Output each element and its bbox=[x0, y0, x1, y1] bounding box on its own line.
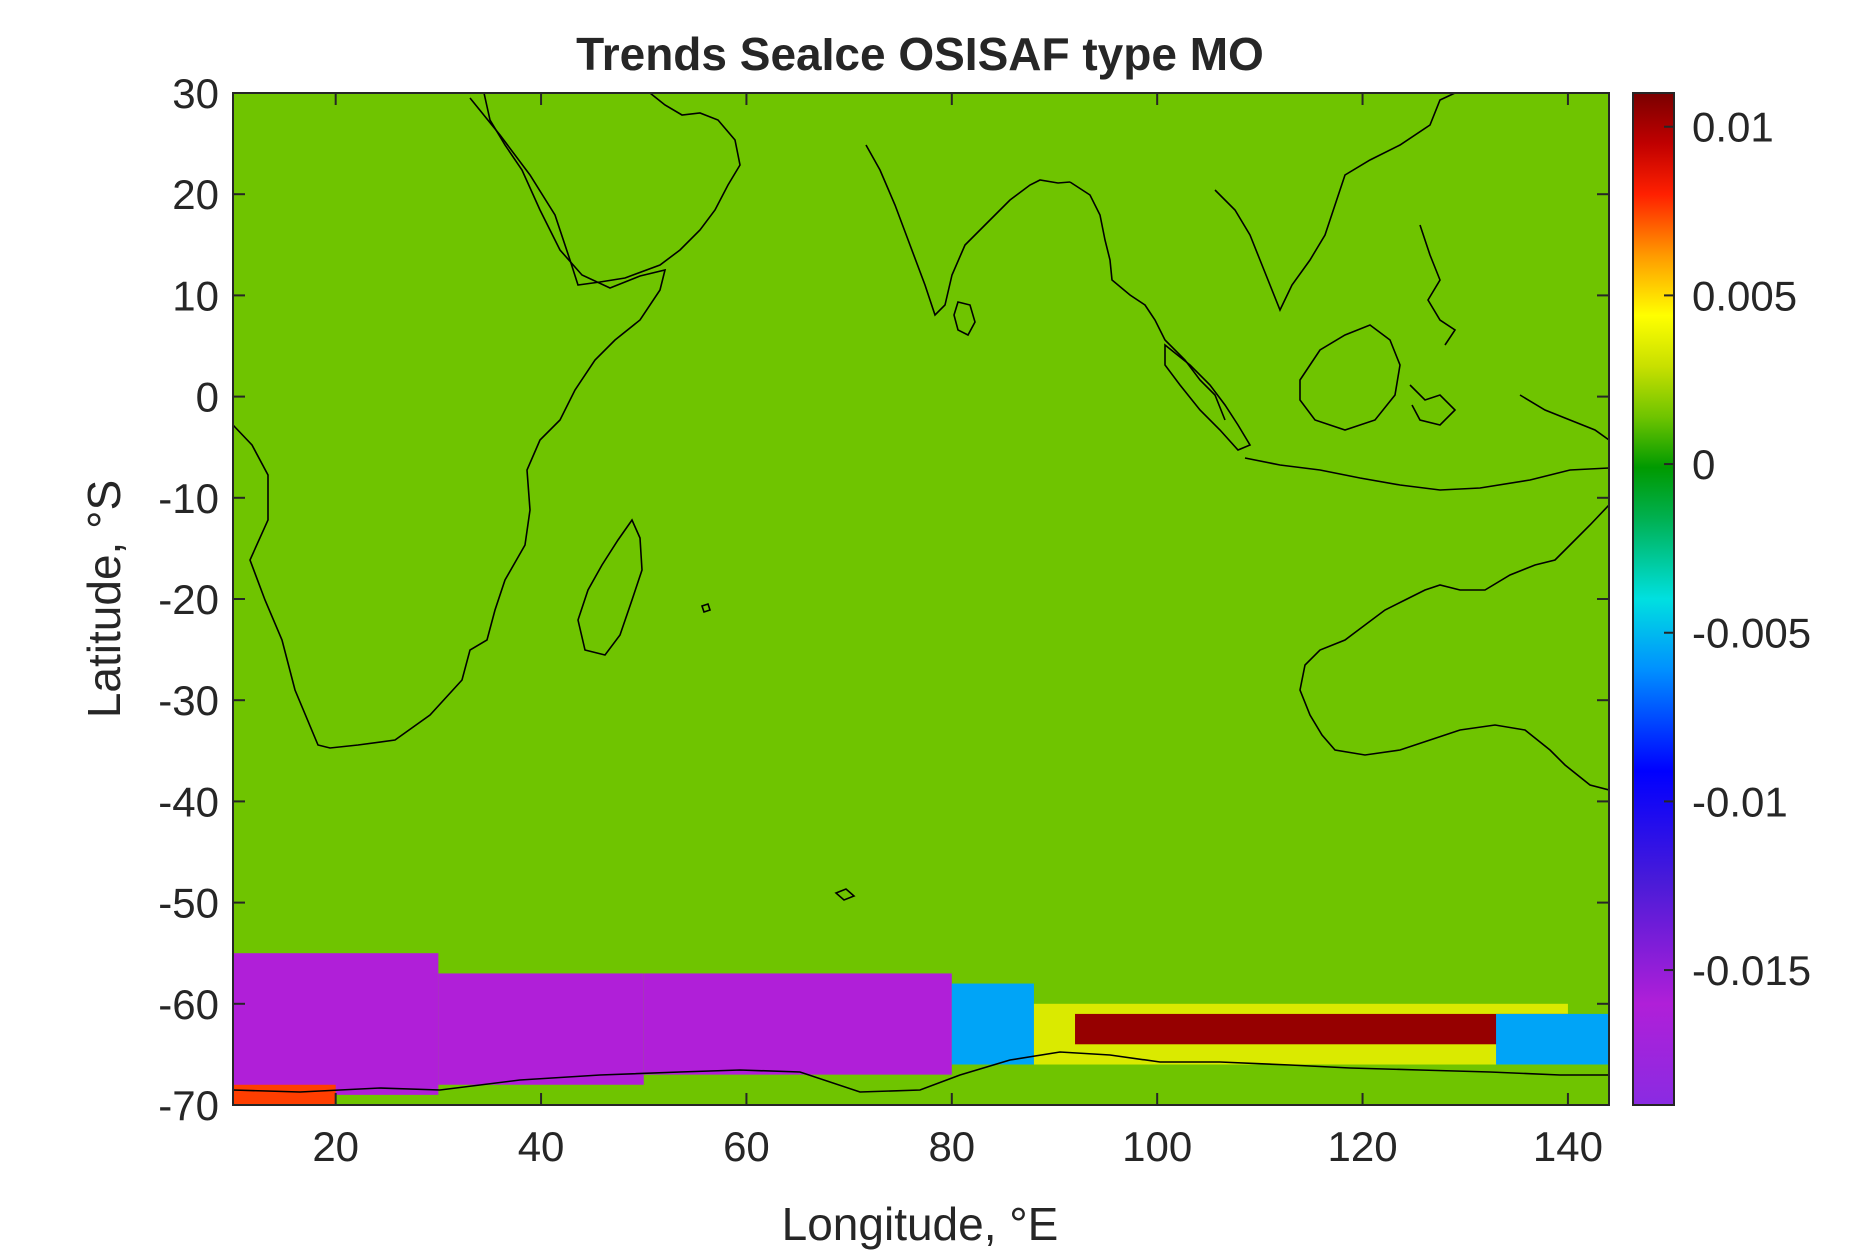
coastline-sulawesi bbox=[1409, 384, 1457, 426]
coastline-madagascar bbox=[577, 518, 643, 656]
y-tick-label: 20 bbox=[172, 171, 219, 218]
coastline-mascarene bbox=[700, 602, 712, 614]
coastline-sri-lanka bbox=[953, 301, 976, 337]
y-tick-label: 10 bbox=[172, 272, 219, 319]
coastline-sumatra bbox=[1164, 343, 1252, 451]
y-tick-label: -30 bbox=[158, 677, 219, 724]
coastline-antarctica bbox=[233, 1051, 1609, 1093]
coastline-philippines bbox=[1419, 224, 1457, 346]
heatmap-layer bbox=[233, 953, 1609, 1105]
y-tick-label: -70 bbox=[158, 1082, 219, 1129]
colorbar-ticks: 0.01 0.005 0 -0.005 -0.01 -0.015 bbox=[1664, 104, 1811, 994]
trend-cell-2 bbox=[643, 973, 952, 1075]
x-axis: 20 40 60 80 100 120 140 bbox=[312, 93, 1603, 1170]
trend-cell-7 bbox=[233, 1084, 336, 1105]
y-tick-label: -40 bbox=[158, 778, 219, 825]
coastlines bbox=[233, 93, 1609, 1093]
trend-cell-5 bbox=[1075, 1013, 1568, 1045]
x-tick-label: 100 bbox=[1122, 1123, 1192, 1170]
y-tick-label: -10 bbox=[158, 475, 219, 522]
y-axis: 30 20 10 0 -10 -20 -30 -40 -50 -60 -70 bbox=[158, 70, 1609, 1129]
y-tick-label: -50 bbox=[158, 880, 219, 927]
x-axis-label: Longitude, °E bbox=[782, 1198, 1059, 1250]
y-tick-label: -60 bbox=[158, 981, 219, 1028]
x-tick-label: 20 bbox=[312, 1123, 359, 1170]
x-tick-label: 80 bbox=[928, 1123, 975, 1170]
coastline-india bbox=[865, 144, 1071, 317]
trend-cell-3 bbox=[951, 983, 1034, 1065]
x-tick-label: 120 bbox=[1328, 1123, 1398, 1170]
map-background bbox=[233, 93, 1609, 1105]
x-tick-label: 140 bbox=[1533, 1123, 1603, 1170]
colorbar-tick-label: -0.01 bbox=[1692, 778, 1788, 825]
coastline-arabia bbox=[469, 93, 741, 286]
x-tick-label: 60 bbox=[723, 1123, 770, 1170]
colorbar bbox=[1632, 92, 1675, 1106]
coastline-africa bbox=[233, 93, 667, 749]
trend-cell-6 bbox=[1496, 1013, 1609, 1065]
colorbar-tick-label: 0.01 bbox=[1692, 104, 1774, 151]
y-tick-label: 30 bbox=[172, 70, 219, 117]
coastline-australia bbox=[1299, 504, 1609, 791]
colorbar-tick-label: -0.015 bbox=[1692, 947, 1811, 994]
x-tick-label: 40 bbox=[518, 1123, 565, 1170]
coastline-java bbox=[1244, 457, 1609, 491]
coastline-se-asia bbox=[1069, 181, 1226, 421]
colorbar-tick-label: -0.005 bbox=[1692, 610, 1811, 657]
y-axis-label: Latitude, °S bbox=[78, 480, 130, 718]
colorbar-tick-label: 0.005 bbox=[1692, 272, 1797, 319]
colorbar-tick-label: 0 bbox=[1692, 441, 1715, 488]
chart-title: Trends SeaIce OSISAF type MO bbox=[576, 28, 1264, 80]
coastline-borneo bbox=[1299, 324, 1401, 431]
trend-cell-1 bbox=[438, 973, 644, 1085]
coastline-kerguelen bbox=[834, 888, 856, 901]
y-tick-label: -20 bbox=[158, 576, 219, 623]
y-tick-label: 0 bbox=[196, 374, 219, 421]
coastline-new-guinea bbox=[1519, 394, 1609, 441]
coastline-indochina bbox=[1214, 93, 1456, 312]
trend-cell-0 bbox=[233, 953, 439, 1095]
